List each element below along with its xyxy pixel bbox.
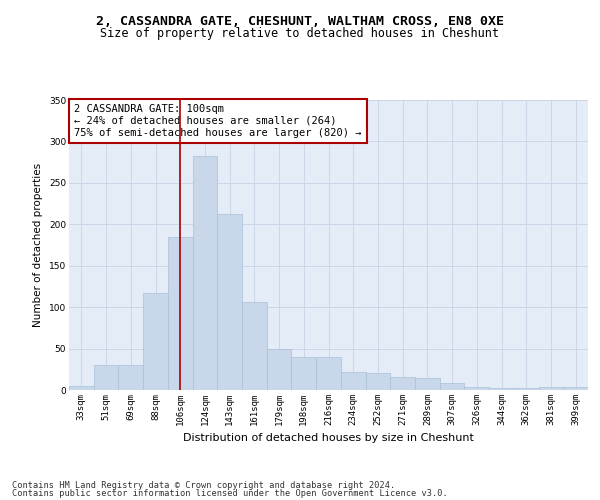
- Text: Contains HM Land Registry data © Crown copyright and database right 2024.: Contains HM Land Registry data © Crown c…: [12, 480, 395, 490]
- Bar: [217, 214, 242, 390]
- Bar: [69, 386, 94, 390]
- Bar: [94, 365, 118, 390]
- Bar: [267, 348, 292, 390]
- Bar: [440, 382, 464, 390]
- Text: 2, CASSANDRA GATE, CHESHUNT, WALTHAM CROSS, EN8 0XE: 2, CASSANDRA GATE, CHESHUNT, WALTHAM CRO…: [96, 15, 504, 28]
- X-axis label: Distribution of detached houses by size in Cheshunt: Distribution of detached houses by size …: [183, 434, 474, 444]
- Bar: [242, 302, 267, 390]
- Bar: [292, 357, 316, 390]
- Bar: [365, 374, 390, 390]
- Y-axis label: Number of detached properties: Number of detached properties: [34, 163, 43, 327]
- Bar: [316, 357, 341, 390]
- Bar: [464, 386, 489, 390]
- Bar: [489, 388, 514, 390]
- Bar: [390, 376, 415, 390]
- Text: Contains public sector information licensed under the Open Government Licence v3: Contains public sector information licen…: [12, 489, 448, 498]
- Bar: [193, 156, 217, 390]
- Text: 2 CASSANDRA GATE: 100sqm
← 24% of detached houses are smaller (264)
75% of semi-: 2 CASSANDRA GATE: 100sqm ← 24% of detach…: [74, 104, 362, 138]
- Bar: [341, 372, 365, 390]
- Bar: [539, 386, 563, 390]
- Bar: [168, 236, 193, 390]
- Bar: [118, 365, 143, 390]
- Bar: [415, 378, 440, 390]
- Bar: [514, 388, 539, 390]
- Bar: [563, 386, 588, 390]
- Text: Size of property relative to detached houses in Cheshunt: Size of property relative to detached ho…: [101, 28, 499, 40]
- Bar: [143, 293, 168, 390]
